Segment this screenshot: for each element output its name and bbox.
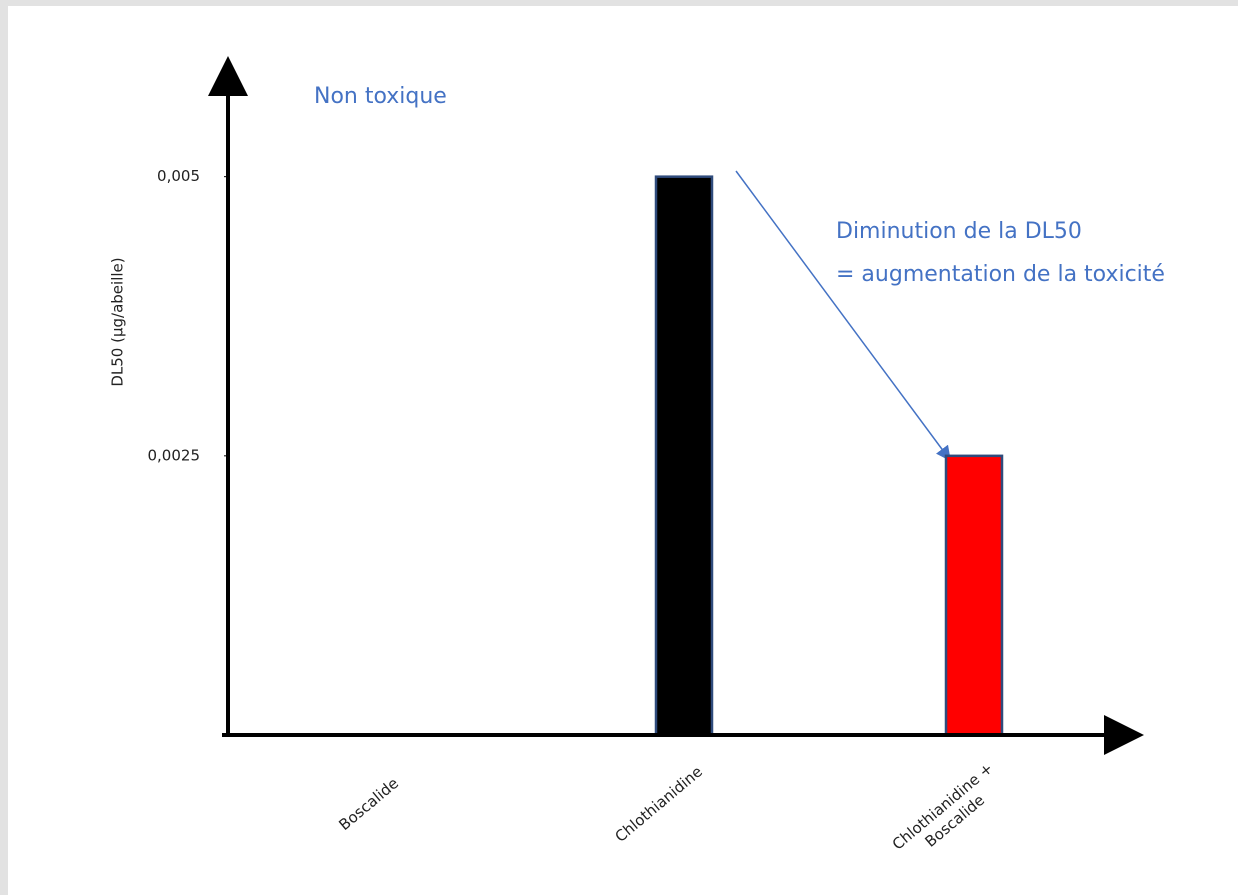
annotation: Non toxique bbox=[314, 84, 447, 109]
bar bbox=[654, 175, 714, 737]
y-tick-label: 0,0025 bbox=[148, 446, 201, 464]
annotation: Diminution de la DL50 bbox=[836, 219, 1082, 244]
trend-arrow bbox=[735, 170, 951, 462]
y-tick-label: 0,005 bbox=[157, 167, 200, 185]
bar bbox=[944, 454, 1004, 737]
y-axis-label: DL50 (µg/abeille) bbox=[109, 257, 127, 386]
annotation: = augmentation de la toxicité bbox=[836, 262, 1165, 287]
panel bbox=[8, 6, 1238, 895]
